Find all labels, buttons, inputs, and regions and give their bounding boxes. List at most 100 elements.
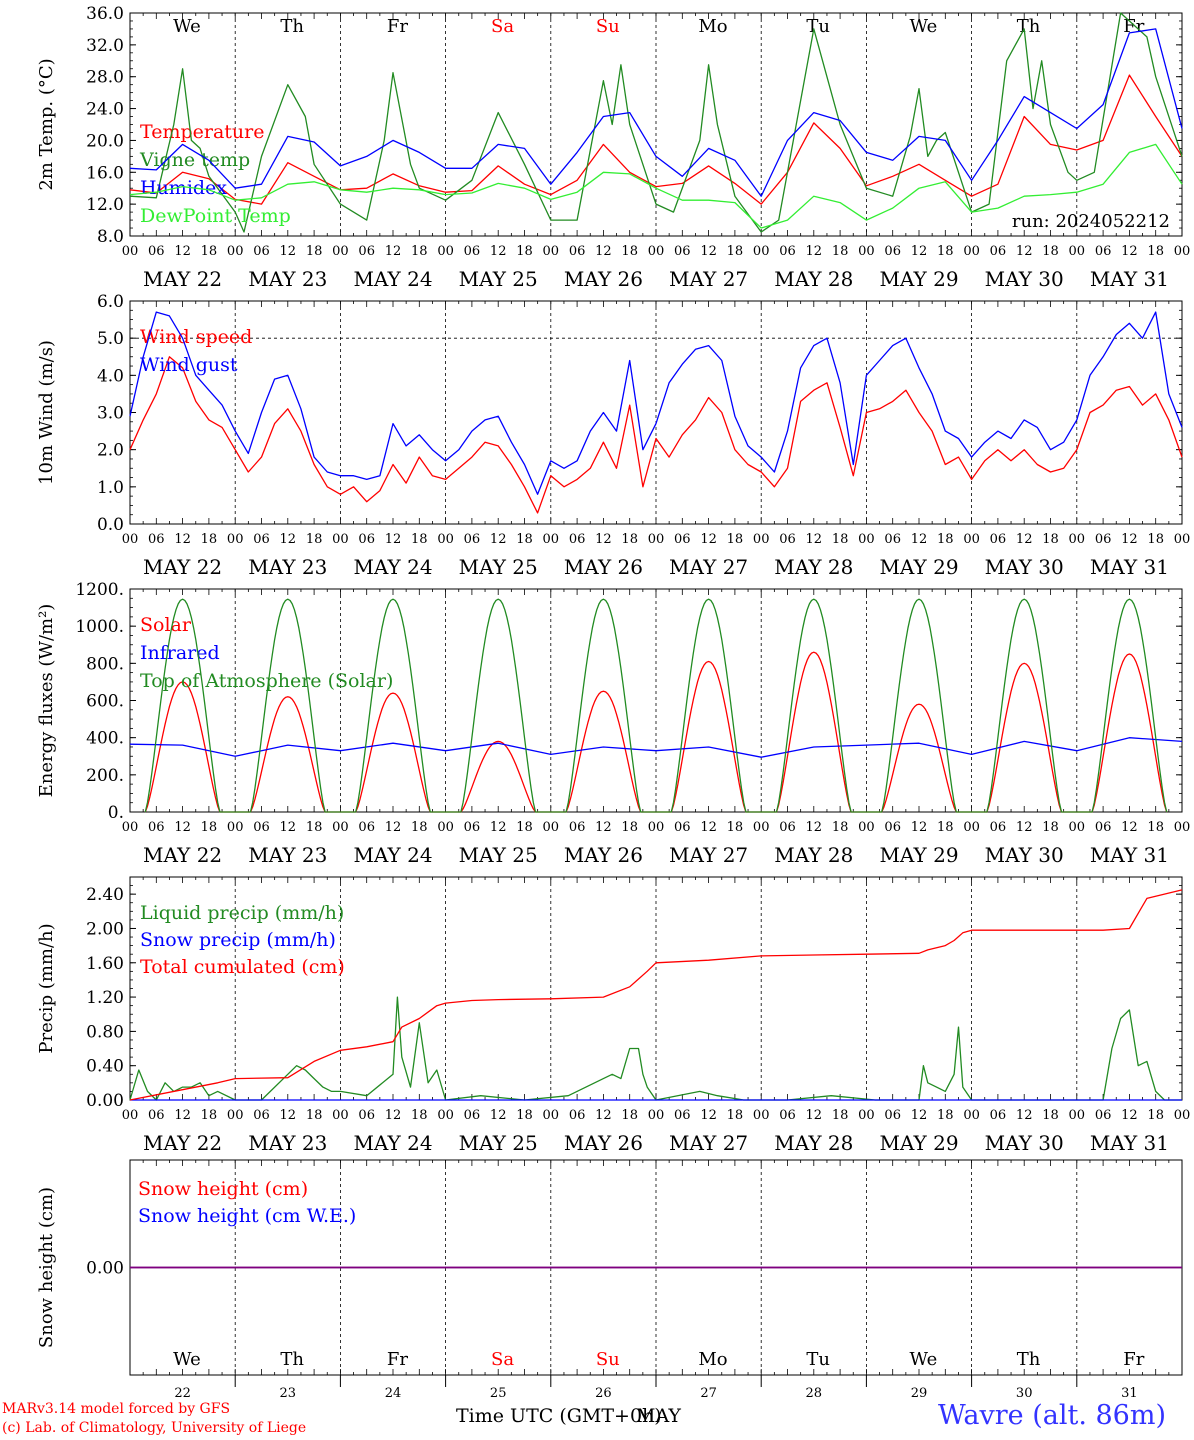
hour-label: 18	[832, 244, 849, 259]
hour-label: 00	[227, 1108, 244, 1123]
chart-panel-3: 0. 200. 400. 600. 800. 1000. 1200. Energy fluxe…	[36, 580, 1190, 867]
weekday-label: Th	[1017, 1349, 1041, 1370]
date-label: MAY 28	[774, 555, 853, 579]
hour-label: 00	[437, 820, 454, 835]
y-axis-title: 10m Wind (m/s)	[36, 340, 57, 485]
hour-label: 18	[411, 532, 428, 547]
series-line-temperature	[129, 74, 1183, 205]
hour-label: 18	[1147, 820, 1164, 835]
hour-label: 06	[569, 244, 586, 259]
hour-label: 00	[1069, 244, 1086, 259]
weekday-label: Sa	[491, 16, 514, 37]
hour-label: 12	[385, 244, 402, 259]
plot-frame	[129, 588, 1183, 813]
hour-label: 06	[253, 1108, 270, 1123]
series-line-wind-gust	[129, 311, 1183, 495]
weekday-label: We	[910, 1349, 938, 1370]
hour-label: 06	[674, 1108, 691, 1123]
hour-label: 06	[1095, 820, 1112, 835]
hour-label: 06	[358, 820, 375, 835]
hour-label: 12	[490, 1108, 507, 1123]
hour-label: 00	[753, 1108, 770, 1123]
hour-label: 00	[1069, 1108, 1086, 1123]
weekday-label: Su	[596, 16, 620, 37]
weekday-label: Fr	[387, 1349, 408, 1370]
hour-label: 00	[1069, 532, 1086, 547]
hour-label: 00	[858, 244, 875, 259]
chart-panel-2: 0.0 1.0 2.0 3.0 4.0 5.0 6.0 10m Wind (m/s) 00 06 1…	[36, 292, 1190, 579]
hour-label: 00	[963, 1108, 980, 1123]
y-tick-label: 8.0	[97, 227, 124, 247]
hour-label: 00	[753, 244, 770, 259]
hour-label: 12	[1121, 532, 1138, 547]
hour-label: 12	[174, 532, 191, 547]
y-tick-label: 20.0	[86, 131, 124, 151]
y-tick-label: 0.80	[86, 1022, 124, 1042]
hour-label: 12	[174, 820, 191, 835]
day-number-label: 26	[595, 1386, 612, 1401]
date-label: MAY 22	[143, 1131, 222, 1155]
hour-label: 06	[884, 1108, 901, 1123]
hour-label: 18	[201, 820, 218, 835]
legend-entry-wind-speed: Wind speed	[140, 326, 252, 348]
hour-label: 00	[227, 820, 244, 835]
date-label: MAY 30	[985, 843, 1064, 867]
hour-label: 00	[122, 532, 139, 547]
hour-label: 00	[227, 532, 244, 547]
date-label: MAY 31	[1090, 843, 1169, 867]
day-number-label: 24	[385, 1386, 402, 1401]
hour-label: 18	[306, 532, 323, 547]
y-tick-label: 800.	[86, 654, 124, 674]
hour-label: 18	[411, 1108, 428, 1123]
hour-label: 00	[963, 244, 980, 259]
hour-label: 06	[569, 532, 586, 547]
y-axis-title: 2m Temp. (°C)	[36, 58, 57, 190]
hour-label: 18	[832, 820, 849, 835]
hour-label: 18	[937, 1108, 954, 1123]
hour-label: 12	[174, 244, 191, 259]
legend-entry-liquid-precip-mm-h: Liquid precip (mm/h)	[140, 902, 344, 924]
hour-label: 06	[1095, 1108, 1112, 1123]
hour-label: 12	[280, 1108, 297, 1123]
hour-label: 06	[253, 820, 270, 835]
hour-label: 18	[1147, 244, 1164, 259]
hour-label: 18	[306, 820, 323, 835]
y-tick-label: 2.40	[86, 885, 124, 905]
hour-label: 18	[306, 1108, 323, 1123]
hour-label: 18	[727, 532, 744, 547]
legend-entry-top-of-atmosphere-solar: Top of Atmosphere (Solar)	[140, 670, 393, 692]
date-label: MAY 29	[879, 843, 958, 867]
hour-label: 12	[806, 1108, 823, 1123]
hour-label: 12	[1016, 820, 1033, 835]
y-tick-label: 24.0	[86, 100, 124, 120]
hour-label: 18	[201, 244, 218, 259]
hour-label: 00	[1174, 820, 1191, 835]
hour-label: 12	[490, 532, 507, 547]
date-label: MAY 29	[879, 555, 958, 579]
hour-label: 12	[911, 820, 928, 835]
hour-label: 06	[884, 532, 901, 547]
y-axis-title: Precip (mm/h)	[36, 923, 57, 1053]
y-tick-label: 1.60	[86, 954, 124, 974]
hour-label: 06	[253, 244, 270, 259]
weekday-label: Mo	[698, 16, 727, 37]
hour-label: 18	[937, 532, 954, 547]
hour-label: 18	[1042, 820, 1059, 835]
hour-label: 00	[648, 532, 665, 547]
date-label: MAY 23	[248, 843, 327, 867]
hour-label: 18	[1042, 244, 1059, 259]
hour-label: 06	[358, 532, 375, 547]
hour-label: 18	[937, 244, 954, 259]
weekday-label: Tu	[806, 1349, 830, 1370]
weekday-label: Tu	[806, 16, 830, 37]
hour-label: 18	[727, 820, 744, 835]
legend-entry-humidex: Humidex	[140, 177, 227, 199]
hour-label: 12	[385, 532, 402, 547]
legend-entry-solar: Solar	[140, 614, 192, 636]
hour-label: 00	[858, 1108, 875, 1123]
hour-label: 06	[779, 532, 796, 547]
date-label: MAY 24	[353, 267, 432, 291]
series-line-total-cumulated-cm	[129, 889, 1183, 1101]
hour-label: 00	[753, 532, 770, 547]
hour-label: 18	[516, 820, 533, 835]
